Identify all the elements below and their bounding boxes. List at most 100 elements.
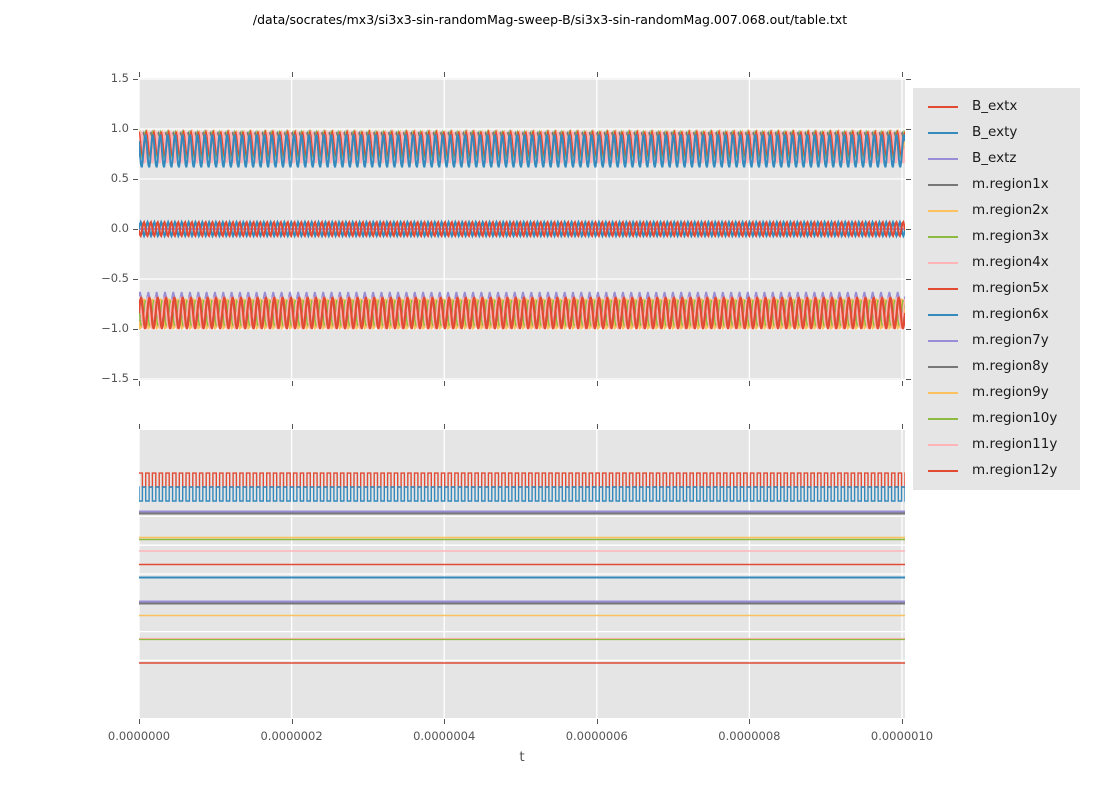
y-tick-label: −1.0 bbox=[101, 321, 129, 335]
x-tick-mark bbox=[139, 719, 140, 724]
legend-line-swatch bbox=[928, 470, 958, 472]
x-tick-mark bbox=[291, 381, 293, 386]
legend-line-swatch bbox=[928, 418, 958, 420]
legend-label: m.region10y bbox=[972, 410, 1058, 427]
x-tick-label: 0.0000006 bbox=[565, 729, 628, 743]
legend-label: m.region12y bbox=[972, 462, 1058, 479]
y-tick-mark bbox=[906, 279, 911, 280]
legend: B_extx B_exty B_extz m.region1x m.region2x m.… bbox=[913, 88, 1080, 490]
legend-item: m.region12y bbox=[913, 458, 1080, 484]
y-tick-label: 1.5 bbox=[110, 71, 129, 85]
legend-line-swatch bbox=[928, 444, 958, 446]
legend-label: B_extx bbox=[972, 98, 1018, 115]
x-tick-mark bbox=[444, 424, 446, 429]
x-tick-mark bbox=[902, 381, 903, 386]
y-tick-mark bbox=[906, 129, 911, 130]
legend-line-swatch bbox=[928, 366, 958, 368]
x-tick-label: 0.0000008 bbox=[718, 729, 781, 743]
x-tick-mark bbox=[596, 424, 598, 429]
m.region6x-line bbox=[139, 134, 905, 168]
legend-label: m.region9y bbox=[972, 384, 1049, 401]
x-tick-mark bbox=[444, 381, 446, 386]
x-tick-label: 0.0000002 bbox=[260, 729, 323, 743]
legend-line-swatch bbox=[928, 314, 958, 316]
legend-label: m.region1x bbox=[972, 176, 1049, 193]
y-tick-label: 0.0 bbox=[110, 221, 129, 235]
legend-item: m.region5x bbox=[913, 276, 1080, 302]
legend-item: B_extz bbox=[913, 146, 1080, 172]
x-tick-mark bbox=[902, 424, 903, 429]
legend-line-swatch bbox=[928, 340, 958, 342]
x-tick-label: 0.0000004 bbox=[413, 729, 476, 743]
legend-label: m.region3x bbox=[972, 228, 1049, 245]
x-tick-mark bbox=[139, 72, 140, 77]
legend-line-swatch bbox=[928, 288, 958, 290]
axes-bottom bbox=[139, 430, 905, 718]
legend-label: m.region2x bbox=[972, 202, 1049, 219]
y-tick-mark bbox=[133, 129, 138, 130]
legend-item: m.region1x bbox=[913, 172, 1080, 198]
y-tick-label: −0.5 bbox=[101, 271, 129, 285]
legend-item: m.region11y bbox=[913, 432, 1080, 458]
figure-title: /data/socrates/mx3/si3x3-sin-randomMag-s… bbox=[252, 12, 848, 27]
y-tick-mark bbox=[906, 229, 911, 230]
x-tick-mark bbox=[139, 381, 140, 386]
legend-label: B_extz bbox=[972, 150, 1017, 167]
y-tick-mark bbox=[133, 279, 138, 280]
legend-item: m.region3x bbox=[913, 224, 1080, 250]
legend-item: m.region10y bbox=[913, 406, 1080, 432]
y-tick-mark bbox=[906, 79, 911, 80]
x-tick-mark bbox=[749, 719, 751, 724]
y-tick-mark bbox=[133, 329, 138, 330]
legend-label: m.region11y bbox=[972, 436, 1058, 453]
legend-label: m.region7y bbox=[972, 332, 1049, 349]
x-tick-mark bbox=[291, 72, 293, 77]
x-tick-mark bbox=[596, 72, 598, 77]
y-tick-mark bbox=[906, 179, 911, 180]
m.region12y-line bbox=[139, 296, 905, 330]
B_extx-line bbox=[139, 219, 905, 239]
x-tick-mark bbox=[444, 72, 446, 77]
legend-item: m.region4x bbox=[913, 250, 1080, 276]
y-tick-mark bbox=[133, 379, 138, 380]
y-tick-mark bbox=[906, 379, 911, 380]
legend-item: B_exty bbox=[913, 120, 1080, 146]
legend-item: m.region7y bbox=[913, 328, 1080, 354]
x-tick-mark bbox=[749, 381, 751, 386]
y-tick-mark bbox=[133, 79, 138, 80]
x-tick-mark bbox=[139, 424, 140, 429]
x-tick-mark bbox=[749, 424, 751, 429]
y-tick-mark bbox=[133, 229, 138, 230]
x-tick-mark bbox=[291, 424, 293, 429]
x-tick-mark bbox=[749, 72, 751, 77]
legend-label: m.region4x bbox=[972, 254, 1049, 271]
legend-line-swatch bbox=[928, 236, 958, 238]
legend-item: B_extx bbox=[913, 94, 1080, 120]
legend-line-swatch bbox=[928, 210, 958, 212]
x-tick-label: 0.0000000 bbox=[107, 729, 171, 743]
legend-line-swatch bbox=[928, 132, 958, 134]
legend-label: m.region6x bbox=[972, 306, 1049, 323]
y-tick-label: 1.0 bbox=[110, 121, 129, 135]
x-tick-mark bbox=[291, 719, 293, 724]
y-tick-label: 0.5 bbox=[110, 171, 129, 185]
x-tick-label: 0.0000010 bbox=[870, 729, 934, 743]
y-tick-mark bbox=[906, 329, 911, 330]
legend-item: m.region8y bbox=[913, 354, 1080, 380]
x-tick-mark bbox=[596, 381, 598, 386]
legend-line-swatch bbox=[928, 184, 958, 186]
y-tick-label: −1.5 bbox=[101, 371, 129, 385]
x-axis-label: t bbox=[519, 749, 525, 765]
legend-line-swatch bbox=[928, 158, 958, 160]
y-tick-mark bbox=[133, 179, 138, 180]
x-tick-mark bbox=[902, 72, 903, 77]
legend-line-swatch bbox=[928, 392, 958, 394]
B_extx-line bbox=[139, 472, 905, 488]
legend-label: B_exty bbox=[972, 124, 1018, 141]
B_exty-line bbox=[139, 486, 905, 502]
legend-item: m.region9y bbox=[913, 380, 1080, 406]
legend-line-swatch bbox=[928, 106, 958, 108]
legend-label: m.region8y bbox=[972, 358, 1049, 375]
x-tick-mark bbox=[902, 719, 903, 724]
